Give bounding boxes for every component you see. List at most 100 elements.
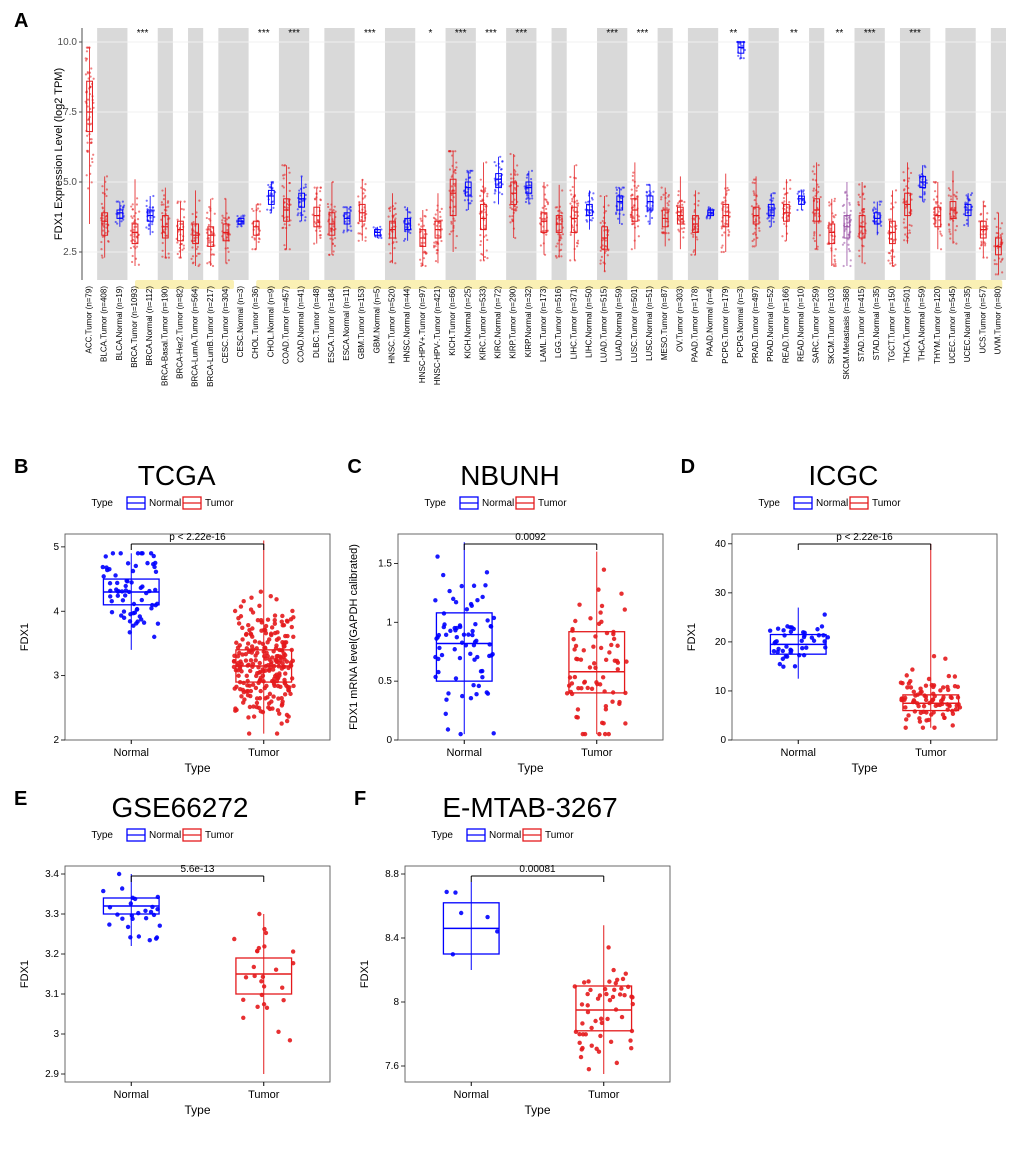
- svg-text:2.9: 2.9: [45, 1069, 59, 1080]
- panel-a: A 2.55.07.510.0FDX1 Expression Level (lo…: [10, 10, 1010, 450]
- svg-text:8.4: 8.4: [385, 933, 399, 944]
- svg-text:***: ***: [515, 28, 527, 39]
- svg-text:***: ***: [455, 28, 467, 39]
- svg-text:p < 2.22e-16: p < 2.22e-16: [169, 532, 226, 543]
- svg-text:0.0092: 0.0092: [516, 532, 547, 543]
- svg-text:Normal: Normal: [780, 747, 815, 759]
- svg-text:LIHC.Normal (n=50): LIHC.Normal (n=50): [584, 286, 593, 358]
- svg-text:***: ***: [364, 28, 376, 39]
- svg-text:***: ***: [258, 28, 270, 39]
- svg-text:0: 0: [387, 735, 393, 746]
- panel-b-label: B: [14, 456, 28, 479]
- svg-text:LUAD.Normal (n=59): LUAD.Normal (n=59): [615, 286, 624, 361]
- figure: A 2.55.07.510.0FDX1 Expression Level (lo…: [10, 10, 1010, 1124]
- panel-d-label: D: [681, 456, 695, 479]
- svg-text:**: **: [729, 28, 737, 39]
- svg-text:PCPG.Normal (n=3): PCPG.Normal (n=3): [736, 286, 745, 358]
- svg-text:ESCA.Tumor (n=184): ESCA.Tumor (n=184): [327, 286, 336, 363]
- panel-e-title: GSE66272: [10, 792, 350, 824]
- svg-text:BRCA-Basal.Tumor (n=190): BRCA-Basal.Tumor (n=190): [160, 286, 169, 386]
- svg-text:TGCT.Tumor (n=150): TGCT.Tumor (n=150): [887, 286, 896, 362]
- svg-text:PAAD.Tumor (n=178): PAAD.Tumor (n=178): [690, 286, 699, 363]
- svg-text:KIRC.Tumor (n=533): KIRC.Tumor (n=533): [478, 286, 487, 361]
- svg-text:FDX1 mRNA level(GAPDH calibrat: FDX1 mRNA level(GAPDH calibrated): [348, 544, 360, 730]
- svg-text:LGG.Tumor (n=516): LGG.Tumor (n=516): [554, 286, 563, 358]
- svg-text:FDX1: FDX1: [19, 623, 31, 651]
- svg-text:FDX1: FDX1: [19, 960, 31, 988]
- svg-text:4: 4: [53, 606, 59, 617]
- svg-text:Normal: Normal: [114, 747, 149, 759]
- svg-text:**: **: [835, 28, 843, 39]
- svg-text:KIRP.Tumor (n=290): KIRP.Tumor (n=290): [509, 286, 518, 359]
- svg-text:LIHC.Tumor (n=371): LIHC.Tumor (n=371): [569, 286, 578, 360]
- svg-text:Tumor: Tumor: [248, 747, 280, 759]
- svg-text:Type: Type: [524, 1103, 550, 1117]
- svg-text:LUSC.Tumor (n=501): LUSC.Tumor (n=501): [630, 286, 639, 363]
- panel-d: D ICGC 010203040FDX1NormalTumorTypep < 2…: [677, 458, 1010, 782]
- svg-text:FDX1: FDX1: [686, 623, 698, 651]
- svg-text:UVM.Tumor (n=80): UVM.Tumor (n=80): [993, 286, 1002, 355]
- svg-text:5.0: 5.0: [63, 177, 77, 188]
- svg-text:3.4: 3.4: [45, 869, 59, 880]
- svg-text:Type: Type: [184, 1103, 210, 1117]
- svg-text:COAD.Normal (n=41): COAD.Normal (n=41): [297, 286, 306, 363]
- svg-text:CESC.Normal (n=3): CESC.Normal (n=3): [236, 286, 245, 358]
- svg-text:***: ***: [485, 28, 497, 39]
- panel-d-title: ICGC: [677, 460, 1010, 492]
- svg-text:CESC.Tumor (n=304): CESC.Tumor (n=304): [221, 286, 230, 364]
- svg-text:Normal: Normal: [149, 498, 181, 509]
- svg-text:Normal: Normal: [482, 498, 514, 509]
- svg-text:***: ***: [288, 28, 300, 39]
- svg-text:Normal: Normal: [489, 830, 521, 841]
- svg-text:HNSC.Tumor (n=520): HNSC.Tumor (n=520): [388, 286, 397, 364]
- svg-text:1: 1: [387, 617, 393, 628]
- svg-text:Type: Type: [425, 498, 447, 509]
- svg-text:READ.Tumor (n=166): READ.Tumor (n=166): [781, 286, 790, 364]
- svg-text:MESO.Tumor (n=87): MESO.Tumor (n=87): [660, 286, 669, 361]
- svg-text:0: 0: [720, 735, 726, 746]
- svg-text:BRCA.Normal (n=112): BRCA.Normal (n=112): [145, 286, 154, 366]
- svg-text:*: *: [428, 28, 432, 39]
- svg-text:***: ***: [606, 28, 618, 39]
- svg-text:KICH.Tumor (n=66): KICH.Tumor (n=66): [448, 286, 457, 356]
- svg-text:HNSC-HPV+.Tumor (n=97): HNSC-HPV+.Tumor (n=97): [418, 286, 427, 383]
- svg-text:ESCA.Normal (n=11): ESCA.Normal (n=11): [342, 286, 351, 361]
- svg-text:HNSC-HPV-.Tumor (n=421): HNSC-HPV-.Tumor (n=421): [433, 286, 442, 385]
- svg-text:8.8: 8.8: [385, 869, 399, 880]
- svg-text:Type: Type: [758, 498, 780, 509]
- panel-c-chart: 00.511.5FDX1 mRNA level(GAPDH calibrated…: [343, 492, 673, 782]
- svg-text:**: **: [790, 28, 798, 39]
- svg-text:Tumor: Tumor: [872, 498, 901, 509]
- panel-b-chart: 2345FDX1NormalTumorTypep < 2.22e-16TypeN…: [10, 492, 340, 782]
- svg-text:KIRP.Normal (n=32): KIRP.Normal (n=32): [524, 286, 533, 358]
- svg-text:3.2: 3.2: [45, 949, 59, 960]
- svg-text:Tumor: Tumor: [588, 1089, 620, 1101]
- svg-text:THYM.Tumor (n=120): THYM.Tumor (n=120): [933, 286, 942, 364]
- svg-text:SKCM.Metastasis (n=368): SKCM.Metastasis (n=368): [842, 286, 851, 380]
- panel-e: E GSE66272 2.933.13.23.33.4FDX1NormalTum…: [10, 790, 350, 1124]
- panel-b: B TCGA 2345FDX1NormalTumorTypep < 2.22e-…: [10, 458, 343, 782]
- svg-text:Tumor: Tumor: [538, 498, 567, 509]
- svg-text:3: 3: [53, 671, 59, 682]
- svg-text:LAML.Tumor (n=173): LAML.Tumor (n=173): [539, 286, 548, 362]
- row-ef: E GSE66272 2.933.13.23.33.4FDX1NormalTum…: [10, 790, 1010, 1124]
- svg-text:***: ***: [864, 28, 876, 39]
- svg-text:UCEC.Normal (n=35): UCEC.Normal (n=35): [963, 286, 972, 363]
- svg-text:Tumor: Tumor: [915, 747, 947, 759]
- svg-text:BRCA-Her2.Tumor (n=82): BRCA-Her2.Tumor (n=82): [175, 286, 184, 379]
- svg-text:30: 30: [715, 588, 727, 599]
- svg-text:STAD.Normal (n=35): STAD.Normal (n=35): [872, 286, 881, 361]
- svg-text:PCPG.Tumor (n=179): PCPG.Tumor (n=179): [721, 286, 730, 364]
- svg-text:Normal: Normal: [149, 830, 181, 841]
- svg-text:Tumor: Tumor: [581, 747, 613, 759]
- svg-text:3: 3: [53, 1029, 59, 1040]
- svg-text:Normal: Normal: [816, 498, 848, 509]
- panel-f-label: F: [354, 788, 366, 811]
- panel-d-chart: 010203040FDX1NormalTumorTypep < 2.22e-16…: [677, 492, 1007, 782]
- svg-text:Normal: Normal: [454, 1089, 489, 1101]
- svg-text:Normal: Normal: [114, 1089, 149, 1101]
- svg-text:0.5: 0.5: [378, 676, 392, 687]
- panel-b-title: TCGA: [10, 460, 343, 492]
- svg-text:STAD.Tumor (n=415): STAD.Tumor (n=415): [857, 286, 866, 362]
- panel-e-label: E: [14, 788, 27, 811]
